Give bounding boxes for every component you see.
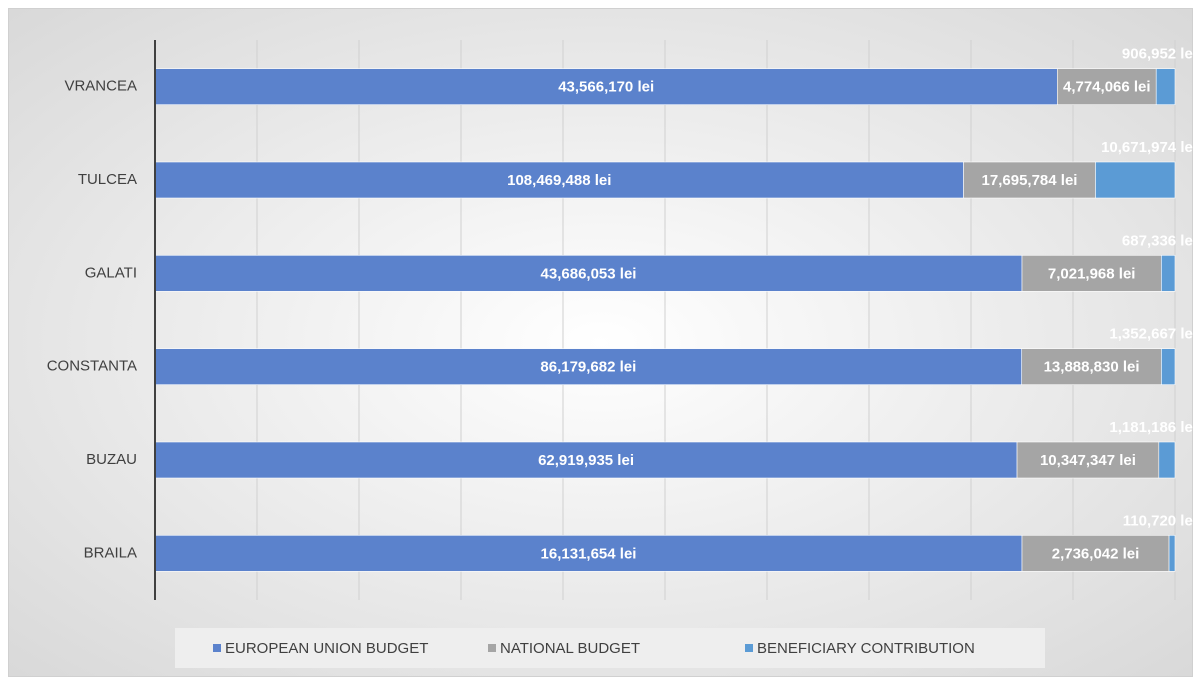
bar-segment (154, 255, 1023, 292)
data-label: 2,736,042 lei (1052, 545, 1140, 562)
bar-segment (154, 535, 1023, 572)
grid (154, 40, 1176, 600)
y-tick-label: GALATI (85, 264, 137, 281)
bar-segment (154, 348, 1023, 385)
legend: EUROPEAN UNION BUDGET NATIONAL BUDGET BENE… (213, 640, 975, 657)
bar-segment (1155, 68, 1176, 105)
data-label: 62,919,935 lei (538, 452, 634, 469)
data-label: 1,181,186 lei (1109, 419, 1197, 436)
bar-segment (154, 161, 964, 199)
data-label: 7,021,968 lei (1048, 265, 1136, 282)
data-label: 13,888,830 lei (1044, 359, 1140, 376)
data-label: 4,774,066 lei (1063, 79, 1151, 96)
data-label: 108,469,488 lei (507, 172, 611, 189)
legend-box (175, 628, 1045, 668)
y-tick-label: VRANCEA (64, 78, 137, 95)
bar-segment (1057, 68, 1157, 105)
bar-segment (1016, 441, 1160, 479)
data-label: 906,952 lei (1122, 46, 1197, 63)
bar-segment (1158, 441, 1176, 479)
data-label: 17,695,784 lei (982, 172, 1078, 189)
y-tick-label: CONSTANTA (47, 358, 137, 375)
data-label: 1,352,667 lei (1109, 326, 1197, 343)
y-tick-label: BRAILA (84, 544, 137, 561)
data-label: 16,131,654 lei (541, 545, 637, 562)
data-label: 110,720 lei (1123, 512, 1197, 529)
legend-label: EUROPEAN UNION BUDGET (225, 640, 428, 657)
bar-segment (1021, 535, 1170, 572)
bars: VRANCEA 43,566,170 lei 4,774,066 lei 906,95… (47, 40, 1197, 600)
bar-segment (1161, 348, 1176, 385)
data-label: 10,347,347 lei (1040, 452, 1136, 469)
data-label: 43,566,170 lei (558, 79, 654, 96)
legend-label: NATIONAL BUDGET (500, 640, 640, 657)
data-label: 687,336 lei (1122, 232, 1197, 249)
legend-swatch (745, 644, 753, 652)
y-tick-label: TULCEA (78, 171, 137, 188)
legend-label: BENEFICIARY CONTRIBUTION (757, 640, 975, 657)
data-label: 10,671,974 lei (1101, 139, 1197, 156)
data-label: 43,686,053 lei (541, 265, 637, 282)
bar-segment (1095, 161, 1176, 199)
data-label: 86,179,682 lei (540, 359, 636, 376)
bar-segment (154, 68, 1058, 105)
bar-segment (963, 161, 1096, 199)
bar-segment (154, 441, 1018, 479)
chart-background (8, 8, 1193, 677)
bar-segment (1161, 255, 1176, 292)
bar-segment (1168, 535, 1176, 572)
legend-swatch (213, 644, 221, 652)
bar-segment (1021, 348, 1162, 385)
y-tick-label: BUZAU (86, 451, 137, 468)
legend-swatch (488, 644, 496, 652)
